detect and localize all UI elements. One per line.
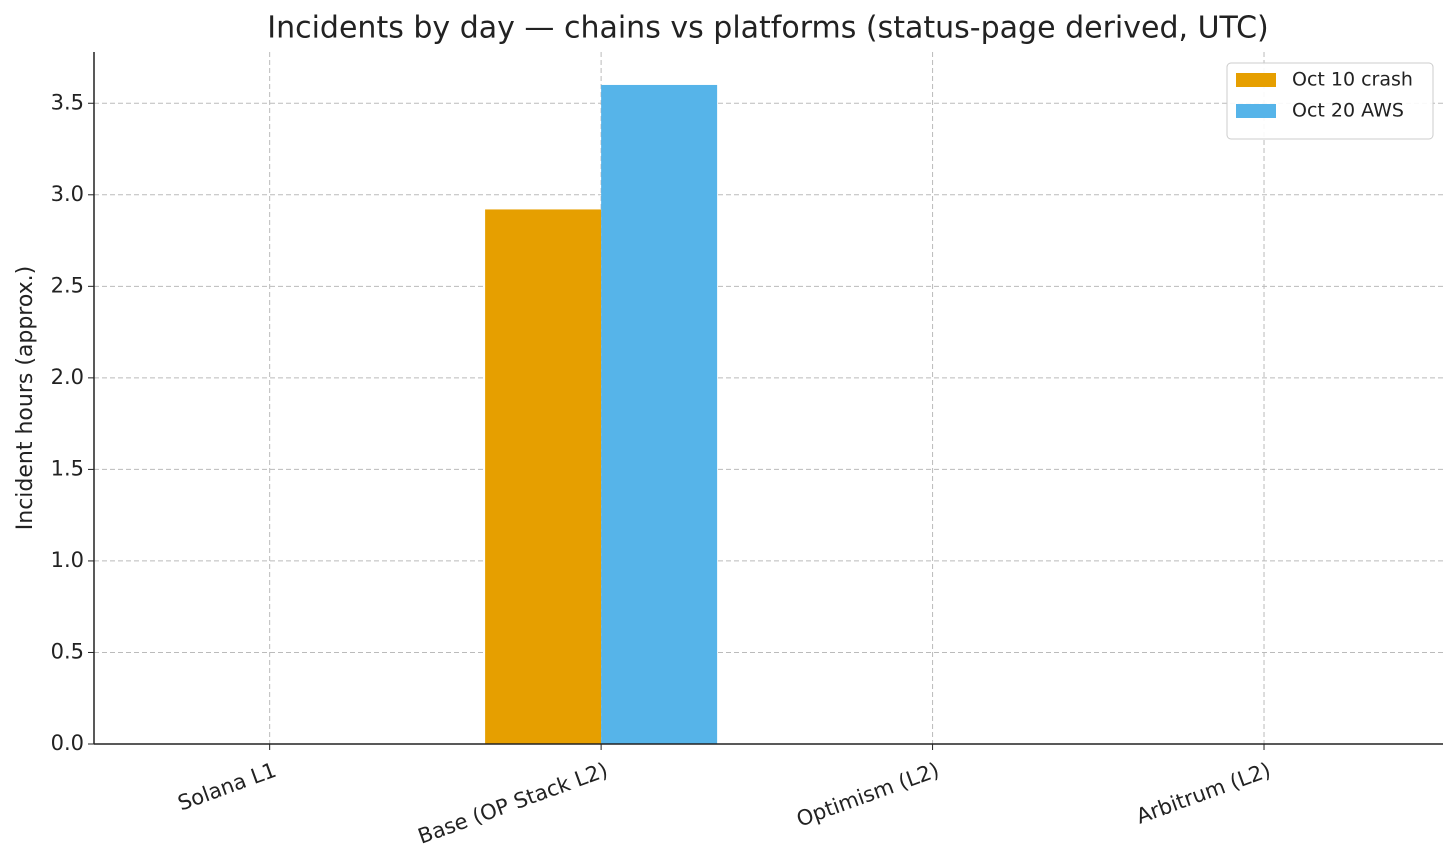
legend-frame xyxy=(1226,62,1434,140)
chart-title: Incidents by day — chains vs platforms (… xyxy=(267,11,1269,46)
legend: Oct 10 crash Oct 20 AWS xyxy=(1226,62,1434,140)
y-axis-label: Incident hours (approx.) xyxy=(13,266,38,530)
y-tick-label: 2.5 xyxy=(51,273,84,297)
bar xyxy=(485,209,602,744)
legend-label: Oct 10 crash xyxy=(1292,69,1413,91)
x-tick-label: Base (OP Stack L2) xyxy=(415,758,611,849)
x-tick-label: Optimism (L2) xyxy=(793,758,942,832)
y-tick-label: 0.0 xyxy=(51,731,84,755)
x-tick-label: Solana L1 xyxy=(175,758,280,816)
legend-label: Oct 20 AWS xyxy=(1292,100,1404,122)
y-tick-label: 0.5 xyxy=(51,639,84,663)
legend-swatch xyxy=(1236,104,1276,118)
x-tick-label: Arbitrum (L2) xyxy=(1133,758,1274,829)
y-tick-label: 1.0 xyxy=(51,548,84,572)
legend-swatch xyxy=(1236,73,1276,87)
y-tick-label: 2.0 xyxy=(51,365,84,389)
bar xyxy=(601,84,718,744)
y-tick-label: 3.5 xyxy=(51,90,84,114)
y-tick-label: 1.5 xyxy=(51,456,84,480)
y-tick-label: 3.0 xyxy=(51,182,84,206)
